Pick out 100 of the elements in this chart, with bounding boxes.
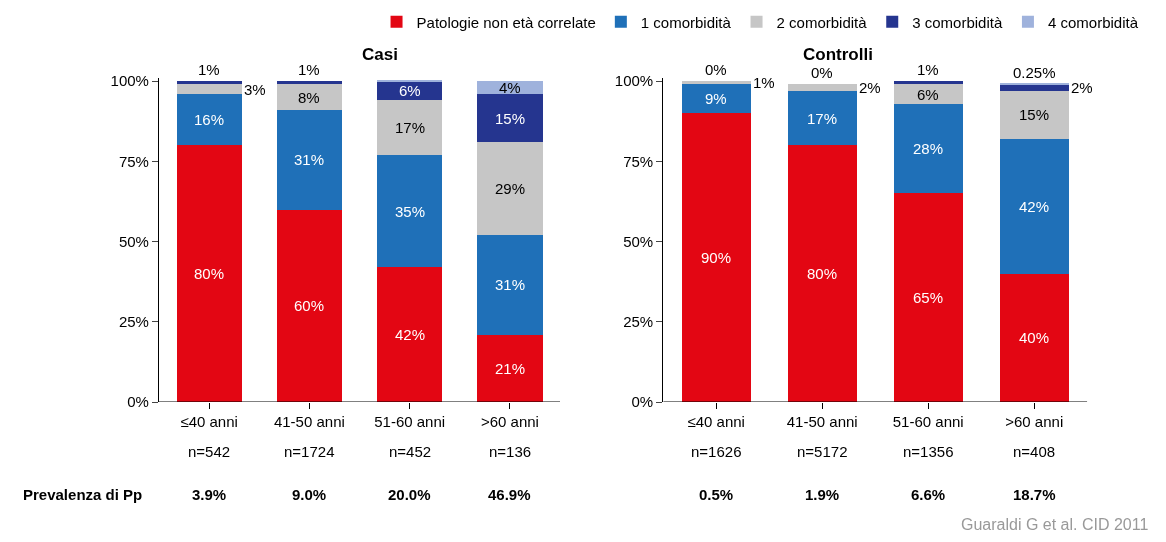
text: n=5172 <box>797 443 848 460</box>
data-label: 60% <box>294 297 325 314</box>
data-label: 80% <box>807 265 838 282</box>
data-label: 31% <box>294 151 325 168</box>
text: 46.9% <box>488 486 531 503</box>
data-label: 42% <box>1019 198 1050 215</box>
text: Guaraldi G et al. CID 2011 <box>961 516 1149 533</box>
bar <box>893 81 963 85</box>
bar <box>176 84 242 95</box>
text: n=136 <box>489 443 532 460</box>
bar <box>681 113 751 402</box>
data-label: 90% <box>701 249 732 266</box>
data-label: 35% <box>395 203 426 220</box>
data-label: 4% <box>499 79 521 96</box>
x-tick-label: 41-50 anni <box>786 413 858 430</box>
bar <box>276 81 342 85</box>
bar <box>276 110 342 210</box>
bar <box>477 94 543 143</box>
data-label: 0.25% <box>1013 64 1056 81</box>
bar <box>176 145 242 402</box>
y-tick-label: 25% <box>623 313 654 331</box>
x-tick-label: 51-60 anni <box>892 413 964 430</box>
text: n=542 <box>188 443 231 460</box>
bar <box>787 84 857 91</box>
bar <box>681 81 751 85</box>
legend-label: 1 comorbidità <box>640 13 732 31</box>
bar <box>477 235 543 335</box>
chart-title: Casi <box>362 45 398 64</box>
y-tick-label: 50% <box>623 232 654 250</box>
data-label: 42% <box>395 326 426 343</box>
data-label: 0% <box>705 61 727 78</box>
data-label: 6% <box>917 86 939 103</box>
legend-label: 2 comorbidità <box>776 13 868 31</box>
y-tick-label: 0% <box>631 393 654 411</box>
text: 9.0% <box>292 486 327 503</box>
x-tick-label: ≤40 anni <box>687 413 745 430</box>
data-label: 65% <box>913 289 944 306</box>
data-label: 40% <box>1019 329 1050 346</box>
x-tick-label: >60 anni <box>1005 413 1064 430</box>
data-label: 2% <box>859 79 881 96</box>
legend-label: Patologie non età correlate <box>416 13 596 31</box>
chart-title: Controlli <box>803 45 873 64</box>
x-tick-label: >60 anni <box>480 413 539 430</box>
bar <box>999 90 1069 139</box>
bar <box>377 154 443 268</box>
x-tick-label: 41-50 anni <box>273 413 345 430</box>
text: 1.9% <box>805 486 840 503</box>
data-label: 80% <box>194 265 225 282</box>
data-label: 16% <box>194 111 225 128</box>
data-label: 15% <box>495 110 526 127</box>
text: 6.6% <box>911 486 946 503</box>
legend-label: 3 comorbidità <box>912 13 1003 31</box>
bar <box>377 267 443 402</box>
text: 18.7% <box>1013 486 1056 503</box>
bar <box>276 209 342 402</box>
data-label: 17% <box>807 110 838 127</box>
data-label: 0% <box>811 64 833 81</box>
bar <box>893 84 963 104</box>
data-label: 1% <box>917 61 939 78</box>
data-label: 6% <box>399 82 421 99</box>
y-tick-label: 25% <box>118 313 149 331</box>
text: 0.5% <box>699 486 734 503</box>
data-label: 31% <box>495 276 526 293</box>
bar <box>787 90 857 146</box>
text: n=1724 <box>284 443 335 460</box>
data-label: 28% <box>913 140 944 157</box>
text: 3.9% <box>192 486 227 503</box>
y-tick-label: 75% <box>623 152 654 170</box>
bar <box>176 94 242 146</box>
y-tick-label: 100% <box>110 72 149 90</box>
bar <box>893 103 963 194</box>
bar <box>999 138 1069 274</box>
bar <box>999 84 1069 91</box>
data-label: 1% <box>753 74 775 91</box>
y-tick-label: 75% <box>118 152 149 170</box>
data-label: 29% <box>495 180 526 197</box>
bar <box>176 81 242 85</box>
data-label: 9% <box>705 90 727 107</box>
y-tick-label: 50% <box>118 232 149 250</box>
data-label: 21% <box>495 360 526 377</box>
text: n=1356 <box>903 443 954 460</box>
text: n=1626 <box>691 443 742 460</box>
text: 20.0% <box>388 486 431 503</box>
legend-label: 4 comorbidità <box>1047 13 1139 31</box>
data-label: 8% <box>298 89 320 106</box>
bar <box>377 100 443 155</box>
bar <box>999 273 1069 402</box>
bar <box>893 193 963 402</box>
bar <box>477 142 543 236</box>
bar <box>787 145 857 402</box>
y-tick-label: 100% <box>614 72 654 90</box>
data-label: 3% <box>244 81 266 98</box>
text: Prevalenza di Pp <box>23 486 143 503</box>
bar <box>681 84 751 114</box>
y-tick-label: 0% <box>127 393 149 411</box>
text: n=452 <box>389 443 432 460</box>
data-label: 17% <box>395 119 426 136</box>
data-label: 1% <box>198 61 220 78</box>
x-tick-label: 51-60 anni <box>374 413 446 430</box>
data-label: 2% <box>1071 79 1093 96</box>
